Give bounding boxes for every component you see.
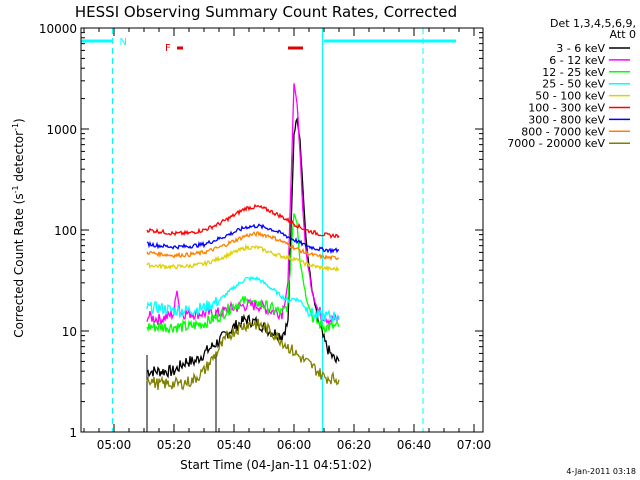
axes-layer: 05:00 05:20 05:40 06:00 06:20 06:40 07:00 1 10 10… [39, 22, 491, 452]
legend-label-3: 25 - 50 keV [542, 78, 605, 91]
series-line-5 [146, 203, 340, 240]
y-tick-label-3: 1000 [46, 123, 77, 137]
x-tick-label-5: 06:40 [397, 438, 432, 452]
series-line-6 [146, 223, 340, 255]
legend-label-0: 3 - 6 keV [556, 42, 605, 55]
series-line-7 [146, 231, 340, 262]
annotation-n: N [120, 37, 127, 48]
x-tick-label-2: 05:40 [217, 438, 252, 452]
series-line-8 [146, 318, 340, 391]
series-line-0 [146, 116, 340, 379]
legend-label-8: 7000 - 20000 keV [507, 137, 605, 150]
legend-header-line2: Att 0 [610, 28, 636, 41]
y-axis-label-sup1: -1 [11, 185, 20, 193]
series-line-3 [146, 275, 340, 323]
y-axis-label-part1: Corrected Count Rate (s [12, 193, 26, 337]
x-tick-label-0: 05:00 [97, 438, 132, 452]
legend-label-7: 800 - 7000 keV [521, 125, 605, 138]
y-tick-label-2: 100 [54, 224, 77, 238]
x-axis-label: Start Time (04-Jan-11 04:51:02) [180, 458, 372, 472]
series-line-4 [146, 243, 340, 273]
y-axis-label-part2: detector [12, 131, 26, 186]
legend-label-2: 12 - 25 keV [542, 66, 605, 79]
x-tick-label-6: 07:00 [457, 438, 492, 452]
y-axis-label-part3: ) [12, 118, 26, 123]
legend-label-1: 6 - 12 keV [549, 54, 605, 67]
legend-header-line1: Det 1,3,4,5,6,9, [550, 17, 636, 30]
y-axis-label-sup2: -1 [11, 123, 20, 131]
y-tick-label-4: 10000 [39, 22, 77, 36]
annotation-f: F [165, 43, 171, 54]
legend-label-6: 300 - 800 keV [528, 113, 605, 126]
y-tick-label-0: 1 [69, 426, 77, 440]
series-line-1 [146, 83, 340, 327]
x-tick-label-4: 06:20 [337, 438, 372, 452]
x-tick-label-3: 06:00 [277, 438, 312, 452]
legend-label-4: 50 - 100 keV [535, 90, 605, 103]
footer-timestamp: 4-Jan-2011 03:18 [566, 467, 636, 476]
legend-label-5: 100 - 300 keV [528, 102, 605, 115]
y-tick-label-1: 10 [62, 325, 77, 339]
y-axis-label: Corrected Count Rate (s-1 detector-1) [11, 118, 26, 337]
series-line-2 [146, 213, 340, 334]
x-tick-label-1: 05:20 [157, 438, 192, 452]
series-layer [146, 83, 340, 391]
chart-title: HESSI Observing Summary Count Rates, Cor… [75, 3, 457, 21]
